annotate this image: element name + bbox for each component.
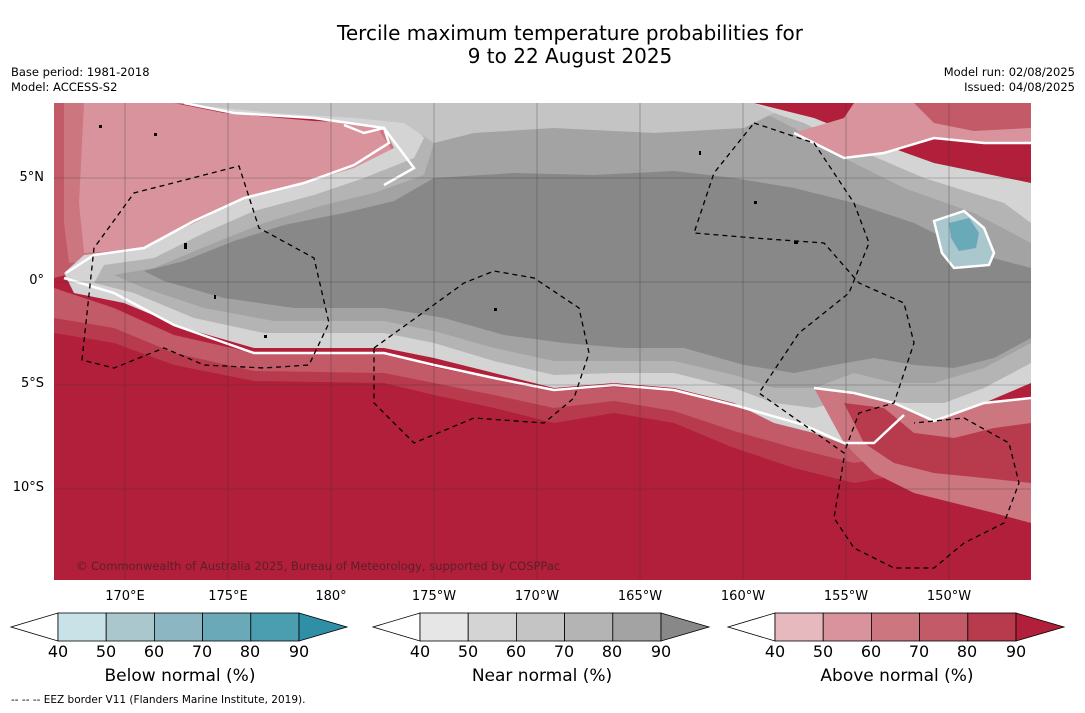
category-boundary-south [63, 276, 905, 445]
lon-label-160w: 160°W [720, 589, 766, 604]
tick-near-50: 50 [457, 642, 479, 661]
tick-near-40: 40 [409, 642, 431, 661]
category-boundary-se [813, 386, 1031, 423]
tick-below-70: 70 [191, 642, 213, 661]
colorbar-near-min-arrow [372, 612, 421, 642]
category-boundary-north [65, 103, 391, 275]
tick-near-60: 60 [505, 642, 527, 661]
lon-label-175e: 175°E [208, 589, 248, 604]
eez-footnote: -- -- -- EEZ border V11 (Flanders Marine… [11, 694, 306, 706]
tick-near-90: 90 [650, 642, 672, 661]
category-boundary-ne [793, 131, 1031, 160]
colorbar-label-above: Above normal (%) [820, 666, 974, 686]
eez-border-phoenix [373, 270, 590, 444]
eez-borders [81, 122, 1020, 569]
tick-below-80: 80 [239, 642, 261, 661]
eez-border-south [833, 417, 1020, 569]
lat-label-10s: 10°S [12, 480, 44, 495]
lon-label-155w: 155°W [823, 589, 869, 604]
colorbar-cell-0-1 [105, 612, 155, 642]
colorbar-cell-0-2 [153, 612, 203, 642]
gridlines [54, 103, 1031, 580]
tick-above-50: 50 [812, 642, 834, 661]
tick-above-40: 40 [764, 642, 786, 661]
category-boundary-north-2 [343, 123, 416, 187]
lon-label-180: 180° [315, 589, 347, 604]
colorbar-cell-0-4 [250, 612, 300, 642]
tick-below-50: 50 [95, 642, 117, 661]
above-normal-patch-southeast-2 [844, 403, 1031, 483]
tick-near-70: 70 [553, 642, 575, 661]
map-title: Tercile maximum temperature probabilitie… [0, 22, 1085, 68]
below-normal-patch-east-inner [949, 218, 979, 251]
meta-right: Model run: 02/08/2025 Issued: 04/08/2025 [944, 65, 1075, 94]
above-normal-patch-northeast-inner [914, 103, 1031, 131]
tick-near-80: 80 [601, 642, 623, 661]
lon-label-165w: 165°W [617, 589, 663, 604]
eez-border-line-islands [693, 122, 915, 455]
lat-label-0: 0° [29, 273, 44, 288]
base-period: Base period: 1981-2018 [11, 65, 150, 79]
tick-below-90: 90 [288, 642, 310, 661]
colorbar-cell-1-0 [419, 612, 469, 642]
islands [99, 125, 798, 338]
lat-label-5s: 5°S [20, 376, 44, 391]
near-normal-region-core [144, 171, 1031, 373]
colorbar-below-normal [10, 612, 349, 642]
below-normal-outline [932, 209, 996, 270]
title-line-2: 9 to 22 August 2025 [467, 44, 673, 68]
colorbar-cell-0-0 [57, 612, 107, 642]
colorbar-cell-2-2 [870, 612, 920, 642]
tick-below-40: 40 [47, 642, 69, 661]
colorbar-above-normal [727, 612, 1066, 642]
copyright-notice: © Commonwealth of Australia 2025, Bureau… [76, 559, 561, 573]
probability-map [54, 103, 1031, 580]
lat-label-5n: 5°N [19, 170, 45, 185]
lon-label-170e: 170°E [105, 589, 145, 604]
colorbar-near-max-arrow [660, 612, 711, 642]
colorbar-cell-1-1 [467, 612, 517, 642]
colorbar-cell-1-4 [612, 612, 662, 642]
colorbar-below-max-arrow [298, 612, 349, 642]
colorbar-above-max-arrow [1015, 612, 1066, 642]
model-run: Model run: 02/08/2025 [943, 65, 1075, 79]
lon-label-150w: 150°W [926, 589, 972, 604]
meta-left: Base period: 1981-2018 Model: ACCESS-S2 [11, 65, 150, 94]
colorbar-near-normal [372, 612, 711, 642]
tick-below-60: 60 [143, 642, 165, 661]
colorbar-label-near: Near normal (%) [471, 666, 613, 686]
colorbar-label-below: Below normal (%) [104, 666, 256, 686]
colorbar-cell-2-1 [822, 612, 872, 642]
title-line-1: Tercile maximum temperature probabilitie… [337, 21, 803, 45]
eez-border-kiribati-gilbert [81, 165, 330, 369]
tick-above-90: 90 [1005, 642, 1027, 661]
colorbar-above-min-arrow [727, 612, 776, 642]
model-name: Model: ACCESS-S2 [11, 79, 118, 94]
tick-above-70: 70 [908, 642, 930, 661]
colorbar-below-min-arrow [10, 612, 59, 642]
lon-label-175w: 175°W [411, 589, 457, 604]
near-normal-top-band [174, 103, 774, 143]
colorbar-cell-2-4 [967, 612, 1017, 642]
issued-date: Issued: 04/08/2025 [964, 79, 1075, 94]
colorbar-cell-0-3 [202, 612, 252, 642]
tick-above-80: 80 [956, 642, 978, 661]
lon-label-170w: 170°W [514, 589, 560, 604]
colorbar-cell-2-3 [919, 612, 969, 642]
colorbar-cell-2-0 [774, 612, 824, 642]
tick-above-60: 60 [860, 642, 882, 661]
colorbar-cell-1-2 [515, 612, 565, 642]
colorbar-cell-1-3 [564, 612, 614, 642]
